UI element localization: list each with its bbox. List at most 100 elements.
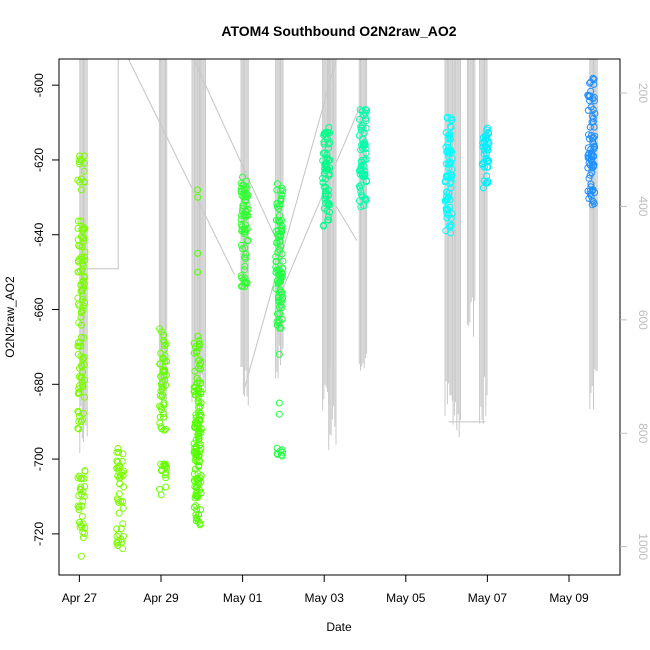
data-point xyxy=(445,144,453,151)
data-point xyxy=(481,143,489,151)
data-point xyxy=(77,281,85,288)
data-point xyxy=(444,147,452,155)
data-point xyxy=(78,295,86,303)
data-point xyxy=(80,167,88,175)
data-point xyxy=(81,530,88,537)
data-point xyxy=(446,223,454,231)
data-point xyxy=(323,155,331,163)
data-point xyxy=(77,373,85,381)
data-point xyxy=(115,499,123,506)
data-point xyxy=(194,332,202,340)
data-point xyxy=(158,425,166,433)
data-point xyxy=(325,124,333,131)
data-point xyxy=(74,350,82,358)
data-point xyxy=(77,333,85,341)
data-point xyxy=(119,504,127,512)
data-point xyxy=(590,134,597,142)
data-point xyxy=(238,227,246,235)
data-point xyxy=(74,339,82,347)
data-point xyxy=(241,274,249,282)
data-point xyxy=(322,175,329,183)
plot-frame xyxy=(58,58,621,576)
data-point xyxy=(80,334,88,342)
depth-connector-line xyxy=(335,206,358,241)
data-point xyxy=(274,248,282,256)
point-cluster xyxy=(355,106,370,211)
data-point xyxy=(324,192,332,200)
data-point xyxy=(241,253,249,261)
data-point xyxy=(277,195,285,202)
data-point xyxy=(356,165,364,173)
y-tick-label: -680 xyxy=(32,372,46,396)
point-cluster xyxy=(113,445,128,553)
data-point xyxy=(194,491,202,499)
data-point xyxy=(362,117,370,125)
data-point xyxy=(117,525,125,533)
data-point xyxy=(76,160,83,168)
data-point xyxy=(355,182,363,190)
y-axis: -600 -620 -640 -660 -680 -700 -720 xyxy=(32,73,59,546)
data-point xyxy=(113,495,121,503)
data-point xyxy=(80,178,88,186)
data-point xyxy=(77,321,85,329)
data-point xyxy=(325,200,333,208)
data-point xyxy=(242,211,250,219)
x-axis: Apr 27 Apr 29 May 01 May 03 May 05 May 07 May … xyxy=(62,574,589,605)
data-point xyxy=(322,167,330,175)
data-point xyxy=(443,188,451,196)
data-point xyxy=(322,159,329,167)
data-point xyxy=(193,492,201,500)
data-point xyxy=(320,138,328,146)
data-point xyxy=(157,491,165,499)
data-point xyxy=(276,324,283,332)
y-tick-label: -640 xyxy=(32,222,46,246)
data-point xyxy=(115,463,123,471)
data-point xyxy=(119,450,127,458)
point-cluster xyxy=(156,325,171,499)
data-point xyxy=(77,552,85,560)
data-point xyxy=(278,224,286,232)
data-point xyxy=(120,467,128,475)
data-point xyxy=(193,347,201,355)
data-point xyxy=(278,315,286,323)
data-point xyxy=(160,461,168,469)
data-point xyxy=(79,497,87,505)
data-point xyxy=(196,416,204,424)
data-point xyxy=(114,542,122,549)
depth-tick-label: 800 xyxy=(636,423,650,443)
data-point xyxy=(157,373,165,381)
data-point xyxy=(194,452,202,460)
data-point xyxy=(278,288,285,296)
data-point xyxy=(79,262,87,270)
data-point xyxy=(323,151,331,159)
data-point xyxy=(193,506,201,514)
data-point xyxy=(478,160,486,168)
data-point xyxy=(446,132,454,140)
data-point xyxy=(272,253,280,261)
data-point xyxy=(320,131,328,139)
data-point xyxy=(242,183,249,191)
y-tick-label: -660 xyxy=(32,297,46,321)
data-point xyxy=(273,239,281,247)
data-point xyxy=(322,183,330,191)
y-tick-label: -700 xyxy=(32,447,46,471)
data-point xyxy=(275,399,283,407)
data-point xyxy=(443,214,451,222)
data-point xyxy=(355,197,363,205)
data-point xyxy=(76,523,84,531)
data-point xyxy=(357,181,365,189)
data-point xyxy=(156,485,163,493)
data-point xyxy=(162,483,170,491)
data-point xyxy=(238,192,246,199)
data-point xyxy=(587,155,595,163)
data-point xyxy=(116,480,124,488)
data-point xyxy=(586,79,594,87)
data-point xyxy=(197,506,205,514)
data-point xyxy=(195,343,203,351)
point-cluster xyxy=(478,124,493,192)
depth-connector-line xyxy=(83,59,119,270)
point-cluster xyxy=(190,186,205,529)
y-axis-label: O2N2raw_AO2 xyxy=(3,276,17,358)
data-point xyxy=(360,156,368,164)
data-point xyxy=(190,447,198,455)
